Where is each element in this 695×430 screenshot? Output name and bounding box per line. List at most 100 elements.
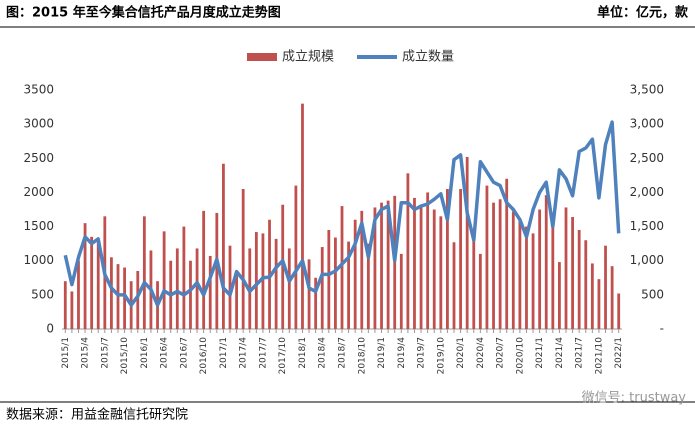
bar bbox=[320, 247, 324, 329]
bar bbox=[327, 229, 331, 329]
bar bbox=[452, 242, 456, 329]
y-tick-label: 1000 bbox=[23, 253, 54, 267]
y2-tick-label: 2,500 bbox=[630, 151, 664, 165]
bar bbox=[228, 245, 232, 329]
bar bbox=[175, 248, 179, 329]
bar bbox=[366, 243, 370, 329]
x-tick-label: 2021/7 bbox=[575, 337, 585, 369]
x-tick-label: 2022/1 bbox=[614, 337, 624, 369]
bar bbox=[189, 260, 192, 329]
y2-tick-label: 1,000 bbox=[630, 253, 664, 267]
bar bbox=[162, 231, 166, 329]
x-tick-label: 2018/10 bbox=[357, 337, 367, 375]
bar bbox=[294, 185, 298, 329]
x-tick-label: 2016/1 bbox=[140, 337, 150, 369]
bar bbox=[241, 189, 245, 329]
bar bbox=[538, 209, 542, 329]
legend-swatch bbox=[247, 53, 277, 61]
bar bbox=[531, 233, 535, 329]
bar bbox=[287, 248, 291, 329]
bar bbox=[307, 259, 311, 329]
x-tick-label: 2016/4 bbox=[160, 337, 170, 369]
bar bbox=[597, 279, 601, 329]
bar bbox=[142, 216, 146, 329]
x-tick-label: 2015/10 bbox=[120, 337, 130, 375]
x-tick-label: 2017/4 bbox=[239, 337, 249, 369]
bar bbox=[70, 291, 74, 329]
y-tick-label: 1500 bbox=[23, 219, 54, 233]
bar bbox=[314, 277, 318, 329]
bar bbox=[136, 270, 140, 329]
bar bbox=[419, 206, 423, 329]
bar bbox=[261, 233, 265, 329]
bar bbox=[505, 178, 509, 329]
bar bbox=[472, 229, 476, 329]
x-tick-label: 2018/1 bbox=[298, 337, 308, 369]
bar bbox=[254, 232, 258, 329]
bar bbox=[222, 163, 225, 329]
bar bbox=[413, 197, 416, 329]
bar bbox=[399, 253, 403, 329]
unit-note: 单位：亿元，款 bbox=[597, 5, 689, 21]
bar bbox=[182, 226, 186, 329]
y-tick-label: 2000 bbox=[23, 185, 54, 199]
y2-tick-label: 3,500 bbox=[630, 83, 664, 97]
bar bbox=[202, 210, 206, 329]
watermark: 微信号: trustway bbox=[582, 391, 687, 406]
y-tick-label: 3500 bbox=[23, 83, 54, 97]
line bbox=[63, 120, 621, 307]
bar bbox=[63, 281, 67, 329]
x-tick-label: 2017/1 bbox=[219, 337, 229, 369]
x-tick-label: 2020/4 bbox=[476, 337, 486, 369]
x-tick-label: 2020/1 bbox=[456, 337, 466, 369]
x-tick-label: 2020/7 bbox=[496, 337, 506, 369]
x-tick-label: 2019/1 bbox=[377, 337, 387, 369]
bar bbox=[215, 212, 219, 329]
bar bbox=[478, 253, 482, 329]
bar bbox=[340, 206, 344, 329]
bar bbox=[465, 156, 469, 329]
bar bbox=[610, 266, 614, 329]
x-tick-label: 2020/10 bbox=[515, 337, 525, 375]
bar bbox=[380, 202, 383, 329]
bar bbox=[373, 207, 377, 329]
bar bbox=[195, 248, 199, 329]
bar bbox=[459, 189, 462, 329]
y-tick-label: 0 bbox=[46, 322, 54, 336]
source: 数据来源：用益金融信托研究院 bbox=[6, 407, 188, 423]
bar bbox=[498, 199, 502, 329]
x-tick-label: 2018/7 bbox=[338, 337, 348, 369]
bar bbox=[301, 103, 304, 330]
bar bbox=[386, 200, 390, 329]
bar bbox=[564, 207, 568, 329]
bar bbox=[604, 245, 607, 329]
bar bbox=[485, 185, 489, 329]
bar bbox=[492, 202, 495, 329]
x-tick-label: 2019/4 bbox=[397, 337, 407, 369]
bar bbox=[360, 210, 364, 329]
bar bbox=[83, 223, 87, 329]
x-tick-label: 2015/7 bbox=[100, 337, 110, 369]
x-tick-label: 2018/4 bbox=[318, 337, 328, 369]
bar bbox=[571, 217, 574, 329]
bar bbox=[544, 195, 548, 329]
bar bbox=[96, 241, 100, 329]
bar bbox=[439, 216, 443, 329]
y-tick-label: 500 bbox=[31, 287, 54, 301]
legend-label: 成立数量 bbox=[402, 50, 454, 65]
x-tick-label: 2015/1 bbox=[61, 337, 71, 369]
y-tick-label: 2500 bbox=[23, 151, 54, 165]
bar bbox=[432, 209, 436, 329]
y2-tick-label: 500 bbox=[641, 287, 664, 301]
chart-title: 图：2015 年至今集合信托产品月度成立走势图 bbox=[6, 5, 281, 21]
y2-tick-label: 3,000 bbox=[630, 117, 664, 131]
bar bbox=[90, 236, 94, 329]
bar bbox=[558, 262, 561, 329]
bar bbox=[347, 241, 350, 329]
bar bbox=[334, 237, 337, 329]
bar bbox=[281, 204, 285, 329]
bar bbox=[584, 240, 588, 329]
bar bbox=[511, 211, 515, 329]
x-tick-label: 2019/10 bbox=[436, 337, 446, 375]
